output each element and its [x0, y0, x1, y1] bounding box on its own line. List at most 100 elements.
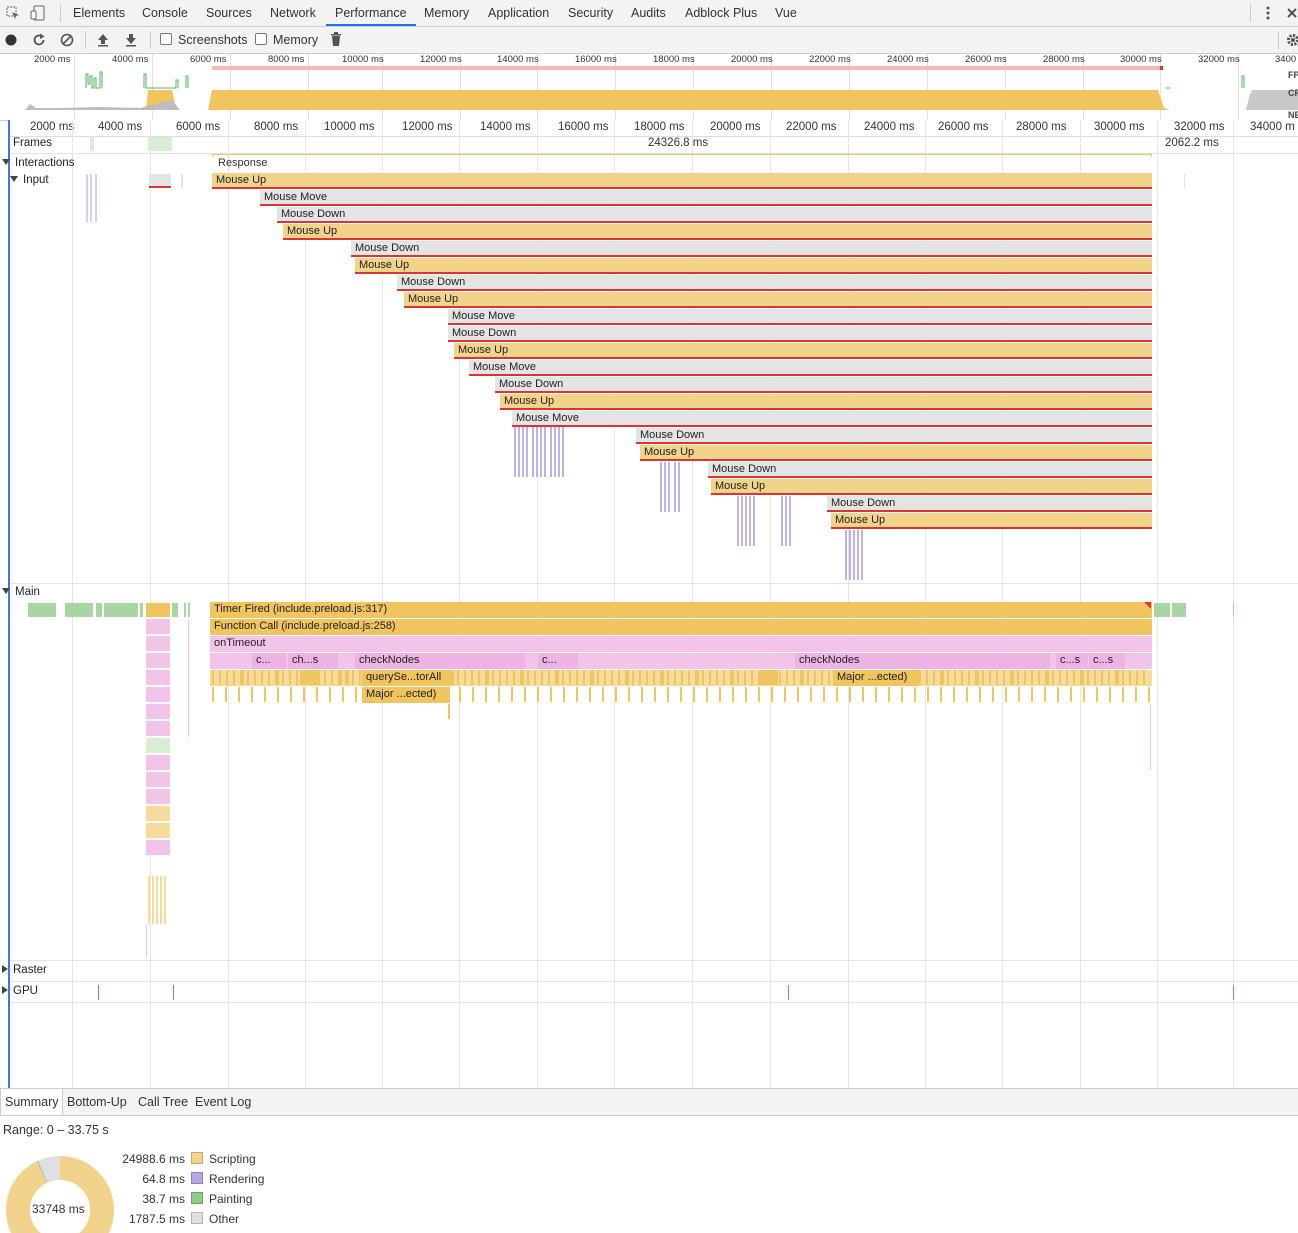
main-task[interactable]: [28, 603, 56, 617]
tab-call-tree[interactable]: Call Tree: [138, 1095, 189, 1109]
main-task[interactable]: [1154, 603, 1170, 617]
main-task[interactable]: [184, 603, 186, 617]
input-event-mouse-move[interactable]: Mouse Move: [512, 411, 1152, 427]
check-nodes-event[interactable]: checkNodes: [355, 653, 525, 669]
main-subtask[interactable]: [146, 823, 170, 838]
input-event-mouse-up[interactable]: Mouse Up: [711, 479, 1152, 495]
save-profile-icon[interactable]: [125, 33, 137, 50]
settings-gear-icon[interactable]: [1286, 33, 1298, 50]
main-subtask[interactable]: [146, 840, 170, 855]
main-task[interactable]: [104, 603, 138, 617]
collapse-triangle-icon[interactable]: [2, 965, 8, 973]
tab-security[interactable]: Security: [568, 6, 614, 20]
input-event-mouse-down[interactable]: Mouse Down: [636, 428, 1152, 444]
timeline-overview[interactable]: 2000 ms 4000 ms 6000 ms 8000 ms 10000 ms 1200…: [0, 54, 1298, 121]
input-event-mouse-down[interactable]: Mouse Down: [708, 462, 1152, 478]
expand-triangle-icon[interactable]: [10, 176, 18, 182]
main-subtask[interactable]: [146, 704, 170, 719]
tab-vue[interactable]: Vue: [775, 6, 797, 20]
more-options-icon[interactable]: [1264, 6, 1272, 23]
input-event-mouse-down[interactable]: Mouse Down: [495, 377, 1152, 393]
frame-block[interactable]: [90, 137, 94, 151]
check-nodes-event[interactable]: c...: [252, 653, 286, 669]
input-event-mouse-down[interactable]: Mouse Down: [827, 496, 1152, 512]
input-event-mouse-up[interactable]: Mouse Up: [500, 394, 1152, 410]
main-subtask[interactable]: [146, 806, 170, 821]
input-event-mouse-up[interactable]: Mouse Up: [283, 224, 1152, 240]
frame-block[interactable]: [148, 137, 172, 151]
tab-memory[interactable]: Memory: [424, 6, 470, 20]
device-toolbar-icon[interactable]: [30, 5, 46, 24]
memory-checkbox[interactable]: Memory: [255, 27, 318, 53]
input-event-mouse-down[interactable]: Mouse Down: [351, 241, 1152, 257]
input-track-label[interactable]: Input: [10, 174, 49, 186]
expand-triangle-icon[interactable]: [2, 588, 10, 594]
frame-duration[interactable]: 2062.2 ms: [1165, 137, 1219, 149]
major-gc-event[interactable]: Major ...ected): [362, 687, 450, 703]
tab-console[interactable]: Console: [142, 6, 188, 20]
main-subtask[interactable]: [146, 636, 170, 651]
check-nodes-event[interactable]: c...s: [1056, 653, 1088, 669]
raster-track-label[interactable]: Raster: [2, 964, 47, 976]
check-nodes-event[interactable]: c...: [538, 653, 578, 669]
main-task[interactable]: [146, 603, 170, 617]
main-task[interactable]: [96, 603, 102, 617]
load-profile-icon[interactable]: [97, 33, 109, 50]
main-task[interactable]: [1233, 603, 1234, 617]
close-icon[interactable]: [1286, 7, 1298, 22]
frame-duration[interactable]: 24326.8 ms: [648, 137, 709, 149]
input-event-mouse-up[interactable]: Mouse Up: [831, 513, 1152, 529]
trash-icon[interactable]: [330, 32, 342, 50]
input-event-mouse-move[interactable]: Mouse Move: [448, 309, 1152, 325]
reload-icon[interactable]: [32, 33, 46, 50]
query-selector-all-event[interactable]: querySe...torAll: [362, 670, 450, 686]
input-event-mouse-down[interactable]: Mouse Down: [448, 326, 1152, 342]
clear-icon[interactable]: [60, 33, 74, 50]
input-event-mouse-up[interactable]: Mouse Up: [212, 173, 1152, 189]
on-timeout-event[interactable]: onTimeout: [210, 636, 1152, 652]
record-icon[interactable]: [5, 34, 17, 49]
main-task[interactable]: [65, 603, 93, 617]
main-subtask[interactable]: [146, 721, 170, 736]
gpu-track-label[interactable]: GPU: [2, 985, 38, 997]
input-event-mouse-down[interactable]: Mouse Down: [397, 275, 1152, 291]
main-task[interactable]: [1172, 603, 1186, 617]
input-event-mouse-move[interactable]: Mouse Move: [469, 360, 1152, 376]
input-event-mouse-up[interactable]: Mouse Up: [355, 258, 1152, 274]
inspect-element-icon[interactable]: [6, 6, 19, 19]
main-subtask[interactable]: [146, 789, 170, 804]
input-event-mouse-up[interactable]: Mouse Up: [404, 292, 1152, 308]
tab-summary[interactable]: Summary: [0, 1089, 64, 1115]
tab-adblock-plus[interactable]: Adblock Plus: [685, 6, 758, 20]
check-nodes-event[interactable]: checkNodes: [795, 653, 1050, 669]
checkbox-box[interactable]: [160, 33, 172, 45]
tab-elements[interactable]: Elements: [73, 6, 126, 20]
main-task[interactable]: [140, 603, 143, 617]
tab-event-log[interactable]: Event Log: [195, 1095, 252, 1109]
input-event-mouse-move[interactable]: Mouse Move: [260, 190, 1152, 206]
collapse-triangle-icon[interactable]: [2, 986, 8, 994]
main-subtask[interactable]: [146, 619, 170, 634]
main-subtask[interactable]: [146, 755, 170, 770]
checkbox-box[interactable]: [255, 33, 267, 45]
main-subtask[interactable]: [146, 653, 170, 668]
input-event-mouse-up[interactable]: Mouse Up: [640, 445, 1152, 461]
tab-performance[interactable]: Performance: [326, 0, 416, 26]
screenshots-checkbox[interactable]: Screenshots: [160, 27, 247, 53]
tab-bottom-up[interactable]: Bottom-Up: [67, 1095, 127, 1109]
expand-triangle-icon[interactable]: [2, 159, 10, 165]
tab-sources[interactable]: Sources: [206, 6, 252, 20]
main-task[interactable]: [172, 603, 178, 617]
main-subtask[interactable]: [146, 687, 170, 702]
tab-application[interactable]: Application: [488, 6, 550, 20]
function-call-event[interactable]: Function Call (include.preload.js:258): [210, 619, 1152, 635]
tab-network[interactable]: Network: [270, 6, 316, 20]
input-event-mouse-up[interactable]: Mouse Up: [454, 343, 1152, 359]
main-subtask[interactable]: [146, 772, 170, 787]
main-track-label[interactable]: Main: [2, 586, 40, 598]
selection-handle[interactable]: [8, 120, 10, 1088]
major-gc-event[interactable]: Major ...ected): [833, 670, 919, 686]
check-nodes-event[interactable]: c...s: [1089, 653, 1125, 669]
timer-fired-event[interactable]: Timer Fired (include.preload.js:317): [210, 602, 1152, 618]
main-subtask[interactable]: [146, 670, 170, 685]
